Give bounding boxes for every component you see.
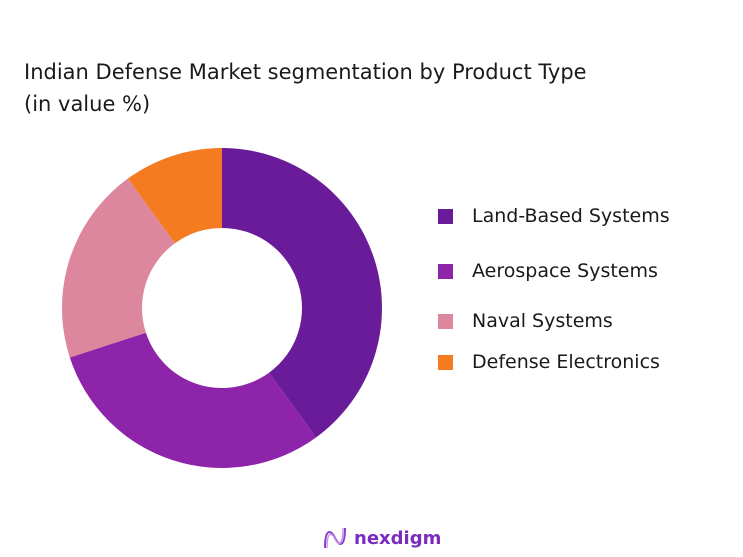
donut-slice-defense-electronics xyxy=(127,148,222,244)
legend-label: Aerospace Systems xyxy=(472,260,658,282)
donut-slice-land-based-systems xyxy=(222,148,383,438)
legend-swatch xyxy=(438,263,453,279)
logo-wave-icon xyxy=(324,527,346,549)
legend-label: Naval Systems xyxy=(472,310,613,332)
legend-swatch xyxy=(438,354,453,370)
logo-text: nexdigm xyxy=(354,527,442,549)
donut-slice-aerospace-systems xyxy=(69,332,317,469)
legend-label: Defense Electronics xyxy=(472,351,660,373)
legend-item-electronics: Defense Electronics xyxy=(438,351,660,373)
legend-swatch xyxy=(438,313,453,329)
legend-swatch xyxy=(438,208,453,224)
chart-title-line-1: Indian Defense Market segmentation by Pr… xyxy=(24,60,587,84)
legend-item-naval: Naval Systems xyxy=(438,310,613,332)
legend-item-aerospace: Aerospace Systems xyxy=(438,260,658,282)
chart-title-line-2: (in value %) xyxy=(24,92,151,116)
legend-label: Land-Based Systems xyxy=(472,205,670,227)
legend-item-land: Land-Based Systems xyxy=(438,205,670,227)
nexdigm-logo: nexdigm xyxy=(322,526,441,550)
chart-title: Indian Defense Market segmentation by Pr… xyxy=(24,56,587,120)
donut-slice-naval-systems xyxy=(61,178,175,358)
